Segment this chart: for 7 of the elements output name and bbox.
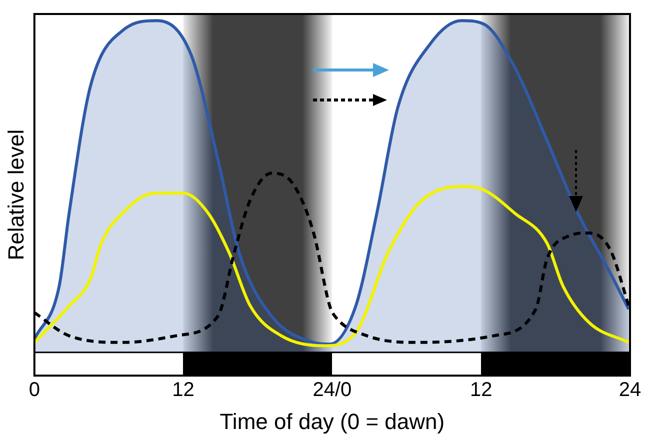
x-tick-label: 24	[618, 379, 642, 402]
x-tick-label: 0	[28, 379, 40, 402]
x-tick-label: 24/0	[312, 379, 352, 402]
x-tick-label: 12	[470, 379, 492, 402]
x-axis-title: Time of day (0 = dawn)	[220, 408, 445, 434]
x-tick-label: 12	[172, 379, 194, 402]
y-axis-title: Relative level	[3, 129, 28, 260]
